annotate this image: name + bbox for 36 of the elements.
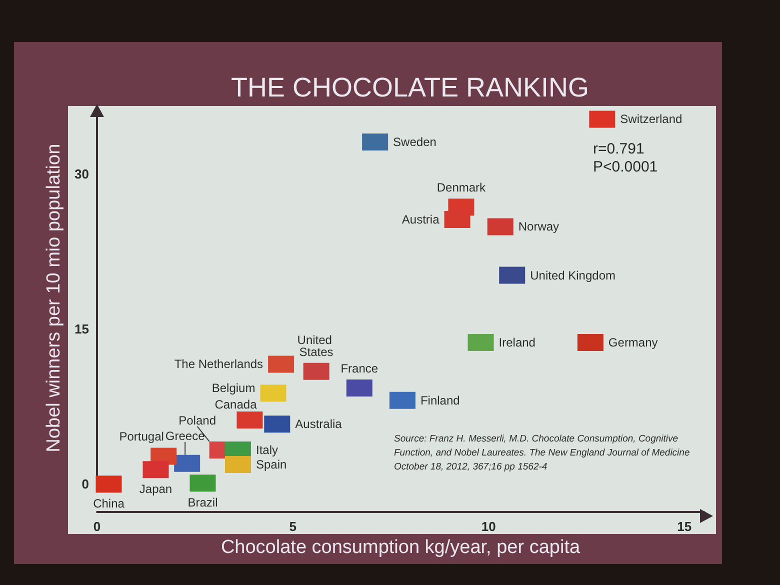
y-tick-label: 15 bbox=[74, 322, 89, 337]
series-label: Australia bbox=[295, 417, 342, 432]
annotation: Source: Franz H. Messerli, M.D. Chocolate Consumption, Cognitive Function, and Nobel Laureates. The New England Journal of Medicine October 18, 2012, 367;16 pp 1562-4 bbox=[394, 434, 692, 472]
x-tick-label: 5 bbox=[289, 519, 296, 534]
chart-title: THE CHOCOLATE RANKING bbox=[230, 72, 590, 102]
x-axis-title: Chocolate consumption kg/year, per capita bbox=[220, 537, 580, 558]
series-label: Poland bbox=[178, 413, 216, 428]
series-label: Switzerland bbox=[620, 112, 682, 126]
y-axis-title: Nobel winners per 10 mio population bbox=[44, 144, 65, 452]
y-tick-label: 30 bbox=[74, 166, 89, 182]
x-tick-label: 15 bbox=[677, 519, 692, 534]
annotation: P<0.0001 bbox=[593, 158, 658, 176]
x-tick-label: 0 bbox=[93, 519, 101, 534]
series-label: Austria bbox=[402, 212, 440, 226]
series-label: Germany bbox=[608, 335, 658, 350]
series-label: Greece bbox=[165, 428, 206, 443]
series-label: Norway bbox=[518, 220, 560, 234]
y-tick-label: 0 bbox=[82, 476, 89, 492]
series-label: Sweden bbox=[393, 134, 436, 149]
series-label: Brazil bbox=[188, 496, 218, 510]
series-label: United States bbox=[297, 332, 336, 359]
series-label: Denmark bbox=[436, 180, 487, 195]
x-tick-label: 10 bbox=[481, 519, 496, 534]
series-label: France bbox=[340, 361, 378, 376]
series-label: Portugal bbox=[119, 430, 164, 444]
series-label: Belgium bbox=[212, 381, 256, 396]
annotation: r=0.791 bbox=[593, 140, 644, 158]
series-label: United Kingdom bbox=[530, 268, 616, 282]
series-label: Spain bbox=[256, 457, 287, 472]
series-label: Italy bbox=[256, 442, 278, 457]
series-label: Japan bbox=[139, 482, 172, 496]
series-label: Canada bbox=[214, 398, 258, 412]
series-label: Ireland bbox=[498, 335, 536, 350]
series-label: China bbox=[93, 496, 125, 511]
series-label: The Netherlands bbox=[174, 357, 264, 372]
series-label: Finland bbox=[420, 393, 460, 408]
